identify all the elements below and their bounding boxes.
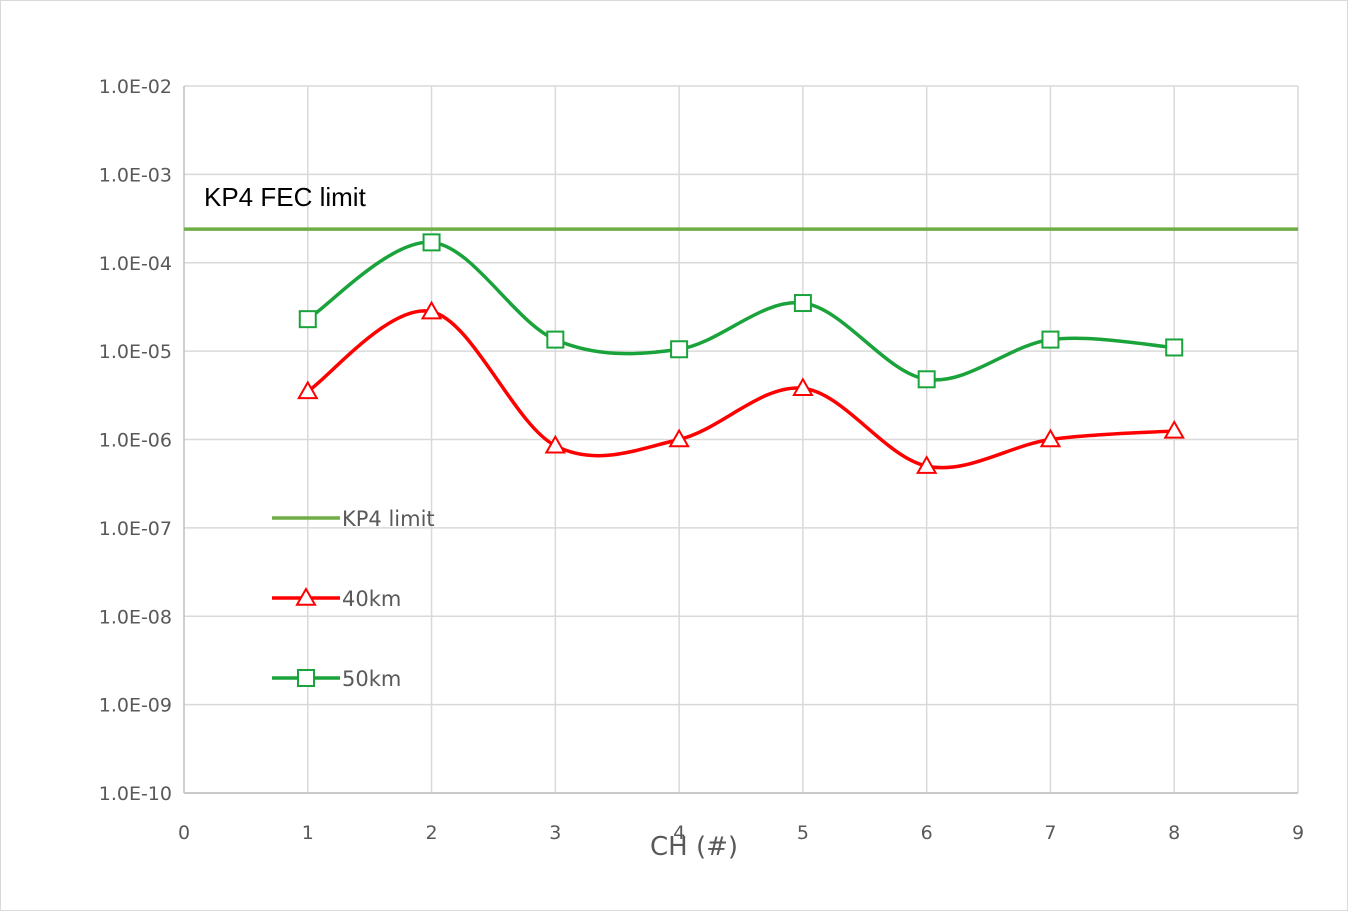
- y-tick-label: 1.0E-10: [99, 783, 172, 805]
- annotation-kp4-fec-limit: KP4 FEC limit: [204, 182, 367, 212]
- series-line-40km: [306, 309, 1175, 470]
- legend-label-50km: 50km: [342, 667, 401, 691]
- x-axis-label: CH (#): [650, 832, 738, 862]
- data-point-50km: [1041, 330, 1060, 349]
- x-tick-label: 1: [302, 822, 314, 844]
- x-tick-label: 2: [426, 822, 438, 844]
- legend-marker-40km: [295, 586, 317, 606]
- legend: KP4 limit 40km 50km: [272, 507, 435, 691]
- x-tick-label: 3: [549, 822, 561, 844]
- y-tick-label: 1.0E-05: [99, 341, 172, 363]
- data-point-40km: [420, 300, 443, 320]
- y-tick-label: 1.0E-08: [99, 606, 172, 628]
- x-tick-label: 6: [921, 822, 933, 844]
- x-tick-label: 4: [673, 822, 685, 844]
- x-tick-label: 0: [178, 822, 190, 844]
- x-tick-label: 5: [797, 822, 809, 844]
- axes: [183, 86, 1298, 794]
- data-point-40km: [1163, 419, 1185, 439]
- y-tick-label: 1.0E-02: [99, 76, 172, 98]
- data-point-50km: [546, 330, 565, 349]
- legend-label-kp4-limit: KP4 limit: [342, 507, 435, 531]
- y-tick-label: 1.0E-06: [99, 430, 172, 452]
- data-point-40km: [915, 455, 938, 474]
- data-point-50km: [1165, 338, 1184, 357]
- data-point-40km: [792, 377, 814, 397]
- x-tick-label: 8: [1168, 822, 1180, 844]
- data-point-40km: [668, 428, 690, 448]
- series-line-50km: [306, 240, 1175, 382]
- data-point-50km: [793, 294, 812, 313]
- x-tick-labels: 0 1 2 3 4 5 6 7 8 9: [178, 822, 1304, 844]
- y-tick-labels: 1.0E-10 1.0E-09 1.0E-08 1.0E-07 1.0E-06 1.0E-…: [99, 76, 172, 805]
- data-point-50km: [670, 340, 689, 359]
- data-point-40km: [297, 380, 319, 400]
- data-point-50km: [917, 370, 936, 389]
- data-point-50km: [298, 310, 317, 329]
- x-tick-label: 7: [1044, 822, 1056, 844]
- series-lines: [184, 227, 1298, 470]
- x-tick-label: 9: [1292, 822, 1304, 844]
- legend-label-40km: 40km: [342, 587, 401, 611]
- series-markers: [297, 233, 1185, 474]
- data-point-40km: [544, 434, 567, 454]
- y-tick-label: 1.0E-04: [99, 253, 172, 275]
- data-point-40km: [1039, 428, 1062, 448]
- y-tick-label: 1.0E-03: [99, 164, 172, 186]
- y-tick-label: 1.0E-07: [99, 518, 172, 540]
- y-tick-label: 1.0E-09: [99, 695, 172, 717]
- legend-marker-50km: [297, 669, 315, 687]
- data-point-50km: [422, 233, 441, 252]
